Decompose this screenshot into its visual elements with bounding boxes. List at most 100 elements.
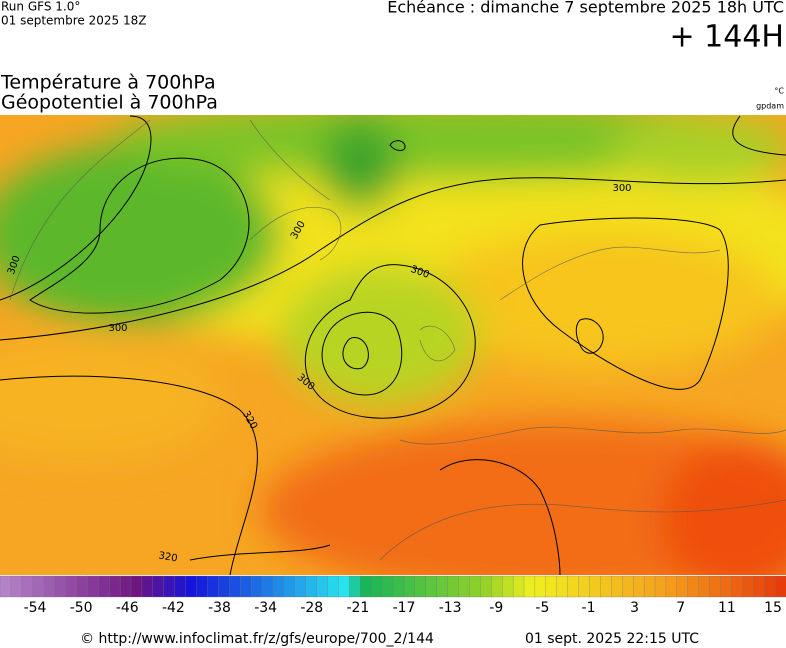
colorbar-swatch (545, 575, 558, 598)
colorbar-swatch (218, 575, 230, 598)
colorbar-label: -34 (254, 600, 277, 616)
colorbar-swatch (21, 575, 34, 598)
colorbar-swatch (283, 575, 296, 598)
colorbar-swatch (447, 575, 459, 598)
colorbar-swatch (10, 575, 23, 598)
colorbar-swatch (567, 575, 580, 598)
colorbar-swatch (349, 575, 361, 598)
colorbar-swatch (523, 575, 536, 598)
colorbar-swatch (643, 575, 656, 598)
colorbar-swatch (491, 575, 503, 598)
colorbar-swatch (633, 575, 645, 598)
footer-generated: 01 sept. 2025 22:15 UTC (525, 631, 699, 647)
colorbar-swatch (76, 575, 88, 598)
colorbar-label: 7 (676, 600, 685, 616)
colorbar-label: -46 (116, 600, 139, 616)
colorbar-swatch (272, 575, 285, 598)
colorbar-swatch (534, 575, 547, 598)
colorbar-swatch (403, 575, 416, 598)
colorbar-swatch (731, 575, 743, 598)
colorbar-swatch (436, 575, 449, 598)
colorbar-swatch (250, 575, 263, 598)
colorbar-label: -38 (208, 600, 231, 616)
colorbar-swatch (130, 575, 143, 598)
colorbar-swatch (742, 575, 754, 598)
colorbar-swatch (32, 575, 45, 598)
unit-geopotential: gpdam (756, 102, 784, 111)
colorbar-label: -5 (535, 600, 549, 616)
colorbar-label: -42 (162, 600, 185, 616)
colorbar-swatch (54, 575, 66, 598)
colorbar-swatch (676, 575, 689, 598)
footer-source: © http://www.infoclimat.fr/z/gfs/europe/… (80, 631, 434, 647)
colorbar-swatch (512, 575, 525, 598)
colorbar-swatch (578, 575, 590, 598)
colorbar-swatch (654, 575, 667, 598)
colorbar-swatch (589, 575, 601, 598)
colorbar-swatch (502, 575, 514, 598)
colorbar-swatch (709, 575, 721, 598)
colorbar-swatch (381, 575, 394, 598)
colorbar-label: -54 (24, 600, 47, 616)
colorbar-swatch (338, 575, 350, 598)
colorbar-swatch (109, 575, 121, 598)
colorbar-swatch (294, 575, 307, 598)
colorbar-swatch (174, 575, 187, 598)
colorbar-swatch (305, 575, 318, 598)
colorbar-swatch (163, 575, 176, 598)
colorbar-swatch (425, 575, 438, 598)
colorbar-swatch (141, 575, 154, 598)
colorbar-label: -13 (439, 600, 462, 616)
colorbar-swatch (414, 575, 427, 598)
colorbar-label: -21 (346, 600, 369, 616)
colorbar-swatch (611, 575, 623, 598)
colorbar-swatch (458, 575, 470, 598)
run-date: 01 septembre 2025 18Z (1, 14, 146, 28)
colorbar (0, 575, 786, 598)
title-geopotential: Géopotentiel à 700hPa (1, 92, 218, 114)
colorbar-swatch (0, 575, 12, 598)
colorbar-swatch (774, 575, 786, 598)
colorbar-swatch (392, 575, 405, 598)
contour-label: 300 (612, 183, 631, 194)
colorbar-swatch (229, 575, 241, 598)
colorbar-swatch (43, 575, 56, 598)
colorbar-label: -28 (300, 600, 323, 616)
colorbar-swatch (360, 575, 372, 598)
colorbar-swatch (665, 575, 678, 598)
lead-time: + 144H (670, 20, 785, 55)
colorbar-label: 15 (764, 600, 782, 616)
title-temperature: Température à 700hPa (0, 72, 216, 94)
colorbar-swatch (327, 575, 339, 598)
colorbar-swatch (65, 575, 77, 598)
valid-time: Echéance : dimanche 7 septembre 2025 18h… (387, 0, 784, 17)
colorbar-swatch (556, 575, 569, 598)
colorbar-label: -50 (70, 600, 93, 616)
colorbar-label: -17 (393, 600, 416, 616)
colorbar-label: 3 (630, 600, 639, 616)
colorbar-swatch (720, 575, 732, 598)
colorbar-swatch (687, 575, 700, 598)
colorbar-swatch (622, 575, 634, 598)
colorbar-swatch (207, 575, 219, 598)
contour-label: 300 (108, 323, 127, 334)
unit-temperature: °C (774, 87, 784, 96)
colorbar-swatch (185, 575, 197, 598)
contour-label: 320 (158, 550, 179, 564)
colorbar-swatch (698, 575, 711, 598)
colorbar-label: -1 (582, 600, 596, 616)
colorbar-swatch (87, 575, 99, 598)
colorbar-swatch (371, 575, 383, 598)
run-label: Run GFS 1.0° (1, 0, 80, 14)
colorbar-label: -9 (489, 600, 503, 616)
colorbar-swatch (240, 575, 252, 598)
colorbar-swatch (753, 575, 765, 598)
colorbar-swatch (119, 575, 132, 598)
colorbar-label: 11 (718, 600, 736, 616)
colorbar-swatch (600, 575, 612, 598)
colorbar-swatch (98, 575, 110, 598)
colorbar-swatch (261, 575, 274, 598)
